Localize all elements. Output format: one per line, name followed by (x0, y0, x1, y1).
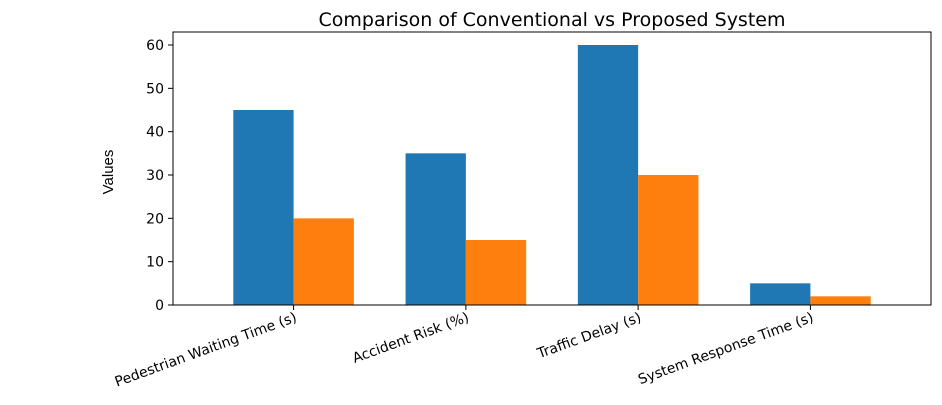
plot-frame (172, 31, 932, 306)
bar-series-0-category-0 (233, 110, 294, 305)
x-tick-label: Accident Risk (%) (351, 310, 472, 367)
bar-series-1-category-3 (810, 296, 871, 305)
chart-title: Comparison of Conventional vs Proposed S… (319, 9, 786, 31)
bars-group (233, 45, 871, 305)
x-tick-label: System Response Time (s) (636, 310, 816, 388)
y-tick-label: 30 (146, 168, 164, 184)
y-tick-label: 50 (146, 81, 164, 97)
x-tick-label: Pedestrian Waiting Time (s) (113, 310, 299, 391)
y-tick-label: 60 (146, 38, 164, 54)
bar-series-1-category-2 (638, 175, 699, 305)
y-tick-label: 40 (146, 125, 164, 141)
y-tick-label: 20 (146, 211, 164, 227)
x-tick-label: Traffic Delay (s) (534, 310, 643, 363)
bar-series-1-category-1 (465, 240, 527, 305)
y-tick-label: 0 (155, 298, 164, 314)
bar-series-1-category-0 (293, 218, 354, 305)
y-axis-label: Values (100, 150, 117, 195)
x-ticks-group: Pedestrian Waiting Time (s) Accident Risk… (113, 305, 816, 391)
bar-series-0-category-2 (577, 45, 639, 305)
y-tick-label: 10 (146, 255, 164, 271)
bar-series-0-category-1 (405, 153, 466, 305)
bar-series-0-category-3 (750, 283, 811, 305)
y-ticks-group: 0 10 20 30 40 50 60 (146, 38, 173, 314)
